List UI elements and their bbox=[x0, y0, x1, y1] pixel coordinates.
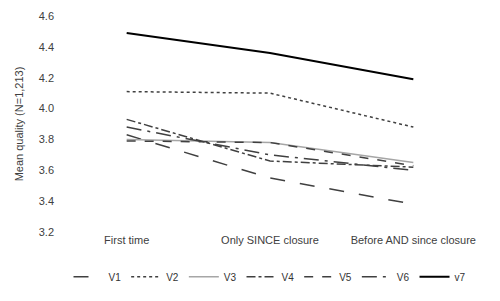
svg-text:3.6: 3.6 bbox=[39, 164, 54, 176]
svg-text:Before AND since closure: Before AND since closure bbox=[351, 234, 476, 246]
svg-text:V1: V1 bbox=[109, 272, 122, 283]
svg-text:V5: V5 bbox=[339, 272, 352, 283]
svg-text:v7: v7 bbox=[455, 272, 466, 283]
svg-text:4.6: 4.6 bbox=[39, 10, 54, 22]
svg-text:3.4: 3.4 bbox=[39, 195, 54, 207]
svg-text:Only SINCE closure: Only SINCE closure bbox=[221, 234, 319, 246]
svg-text:3.8: 3.8 bbox=[39, 133, 54, 145]
svg-text:V6: V6 bbox=[397, 272, 410, 283]
svg-text:First time: First time bbox=[104, 234, 149, 246]
svg-text:3.2: 3.2 bbox=[39, 226, 54, 238]
svg-text:4.2: 4.2 bbox=[39, 72, 54, 84]
svg-text:V4: V4 bbox=[282, 272, 295, 283]
svg-text:V2: V2 bbox=[166, 272, 179, 283]
svg-text:4.0: 4.0 bbox=[39, 102, 54, 114]
svg-text:4.4: 4.4 bbox=[39, 41, 54, 53]
svg-text:Mean quality (N=1,213): Mean quality (N=1,213) bbox=[13, 67, 25, 182]
svg-text:V3: V3 bbox=[224, 272, 237, 283]
